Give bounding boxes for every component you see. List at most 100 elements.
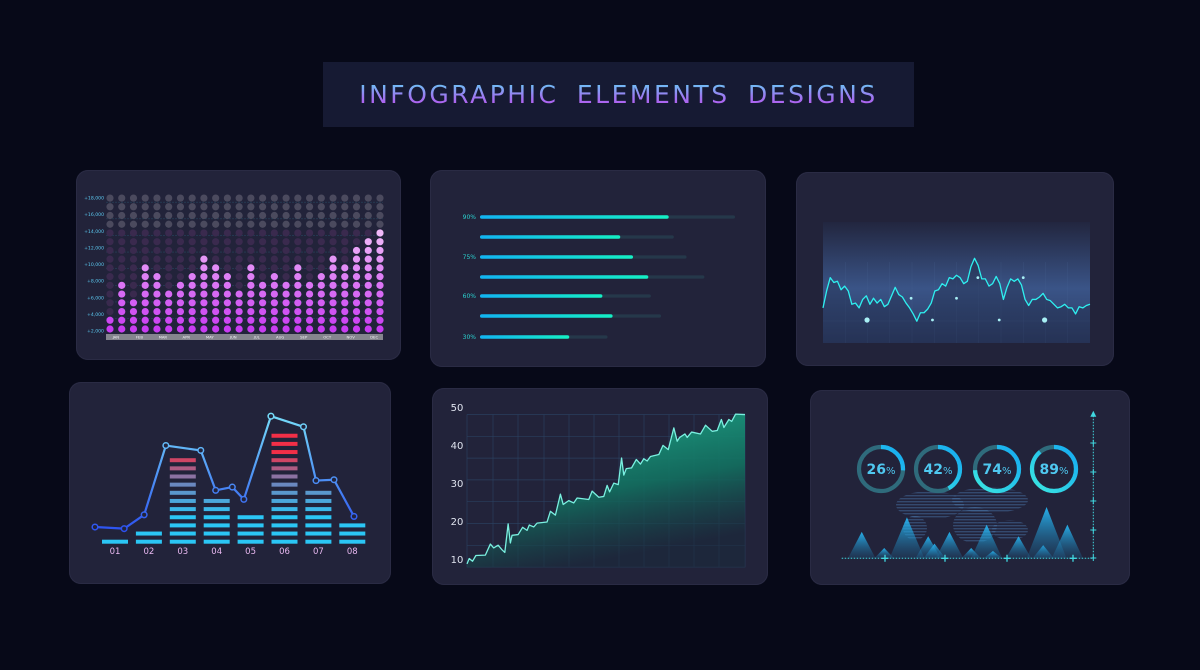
bar-segment: [271, 441, 298, 446]
dot-empty: [317, 246, 325, 255]
dot-filled: [317, 273, 325, 281]
world-map-fragment: [952, 487, 1028, 513]
dot-filled: [200, 273, 208, 281]
dot-empty: [153, 264, 161, 272]
bar-segment: [271, 433, 298, 438]
dot-empty: [247, 220, 255, 228]
dot-empty: [247, 203, 255, 211]
donut-fill: [1029, 444, 1079, 494]
dot-empty: [129, 203, 138, 211]
dot-empty: [188, 246, 196, 255]
dot-empty: [259, 273, 267, 281]
donut: 26%: [856, 444, 906, 494]
dot-empty: [153, 238, 161, 246]
donut-fill: [913, 444, 963, 494]
dot-filled: [329, 299, 337, 307]
progress-fill: [480, 235, 621, 239]
dot-empty: [153, 211, 161, 220]
dot-filled: [329, 255, 337, 263]
peak-triangle: [847, 531, 876, 559]
dot-empty: [341, 194, 349, 202]
bar-segment: [102, 539, 128, 544]
dot-filled: [200, 316, 208, 324]
dot-empty: [106, 203, 114, 211]
dot-empty: [223, 220, 231, 228]
dot-empty: [247, 211, 255, 220]
dot-empty: [294, 229, 302, 237]
dot-empty: [235, 229, 243, 237]
dot-filled: [352, 325, 361, 333]
dot-empty: [235, 194, 243, 202]
dot-filled: [329, 264, 337, 272]
dot-filled: [223, 273, 231, 281]
dot-empty: [176, 229, 185, 237]
dot-empty: [282, 211, 290, 220]
dot-filled: [294, 316, 302, 324]
dot-filled: [200, 281, 208, 289]
dot-empty: [176, 194, 185, 202]
peak-triangle: [1026, 506, 1067, 559]
dot-empty: [364, 229, 372, 237]
x-tick-label: SEP: [300, 335, 308, 340]
dot-empty: [270, 264, 278, 272]
dot-empty: [212, 229, 220, 237]
x-tick-label: DEC: [370, 335, 378, 340]
dot-empty: [165, 238, 173, 246]
dot-filled: [118, 307, 126, 316]
dot-empty: [259, 246, 267, 255]
x-tick-label: APR: [183, 335, 191, 340]
line-point: [162, 441, 170, 450]
dot-filled: [259, 307, 267, 316]
x-tick-label: 05: [245, 547, 256, 557]
y-tick-label: +2,000: [87, 329, 104, 335]
bar-segment: [237, 523, 264, 528]
dot-filled: [223, 299, 231, 307]
line-point: [197, 446, 205, 454]
dot-filled: [329, 281, 337, 289]
dot-filled: [165, 307, 173, 316]
dot-filled: [223, 316, 231, 324]
dot-empty: [153, 229, 161, 237]
dot-empty: [282, 264, 290, 272]
dot-empty: [305, 264, 314, 272]
bar-segment: [135, 539, 162, 544]
bar-segment: [169, 466, 196, 471]
dot-filled: [223, 290, 231, 298]
bar-segment: [237, 539, 264, 544]
dot-empty: [188, 229, 196, 237]
dot-filled: [270, 299, 278, 307]
dot-filled: [282, 307, 290, 316]
dot-filled: [270, 281, 278, 289]
dot-empty: [341, 255, 349, 263]
bar-segment: [305, 515, 332, 520]
dot-empty: [329, 238, 337, 246]
dot-empty: [129, 194, 138, 202]
dot-empty: [341, 220, 349, 228]
dot-filled: [282, 325, 290, 333]
bar-segment: [169, 539, 196, 544]
dot-empty: [141, 246, 149, 255]
progress-fill: [480, 335, 570, 339]
x-tick-label: MAR: [159, 335, 168, 340]
donut-unit: %: [886, 466, 896, 477]
title-banner: INFOGRAPHIC ELEMENTS DESIGNS: [323, 62, 914, 127]
dot-filled: [153, 299, 161, 307]
dot-filled: [294, 325, 302, 333]
dot-filled: [352, 316, 361, 324]
line-point: [91, 523, 99, 531]
dot-filled: [341, 316, 349, 324]
dot-empty: [352, 229, 361, 237]
dot-empty: [352, 220, 361, 228]
dot-empty: [153, 255, 161, 263]
dot-empty: [317, 238, 325, 246]
dot-filled: [212, 325, 220, 333]
dot-empty: [247, 238, 255, 246]
dot-empty: [317, 229, 325, 237]
dot-empty: [282, 220, 290, 228]
dot-filled: [352, 255, 361, 263]
dot-empty: [165, 246, 173, 255]
bar-segment: [169, 523, 196, 528]
marker-point: [997, 318, 1001, 322]
dot-empty: [294, 246, 302, 255]
dot-empty: [282, 203, 290, 211]
